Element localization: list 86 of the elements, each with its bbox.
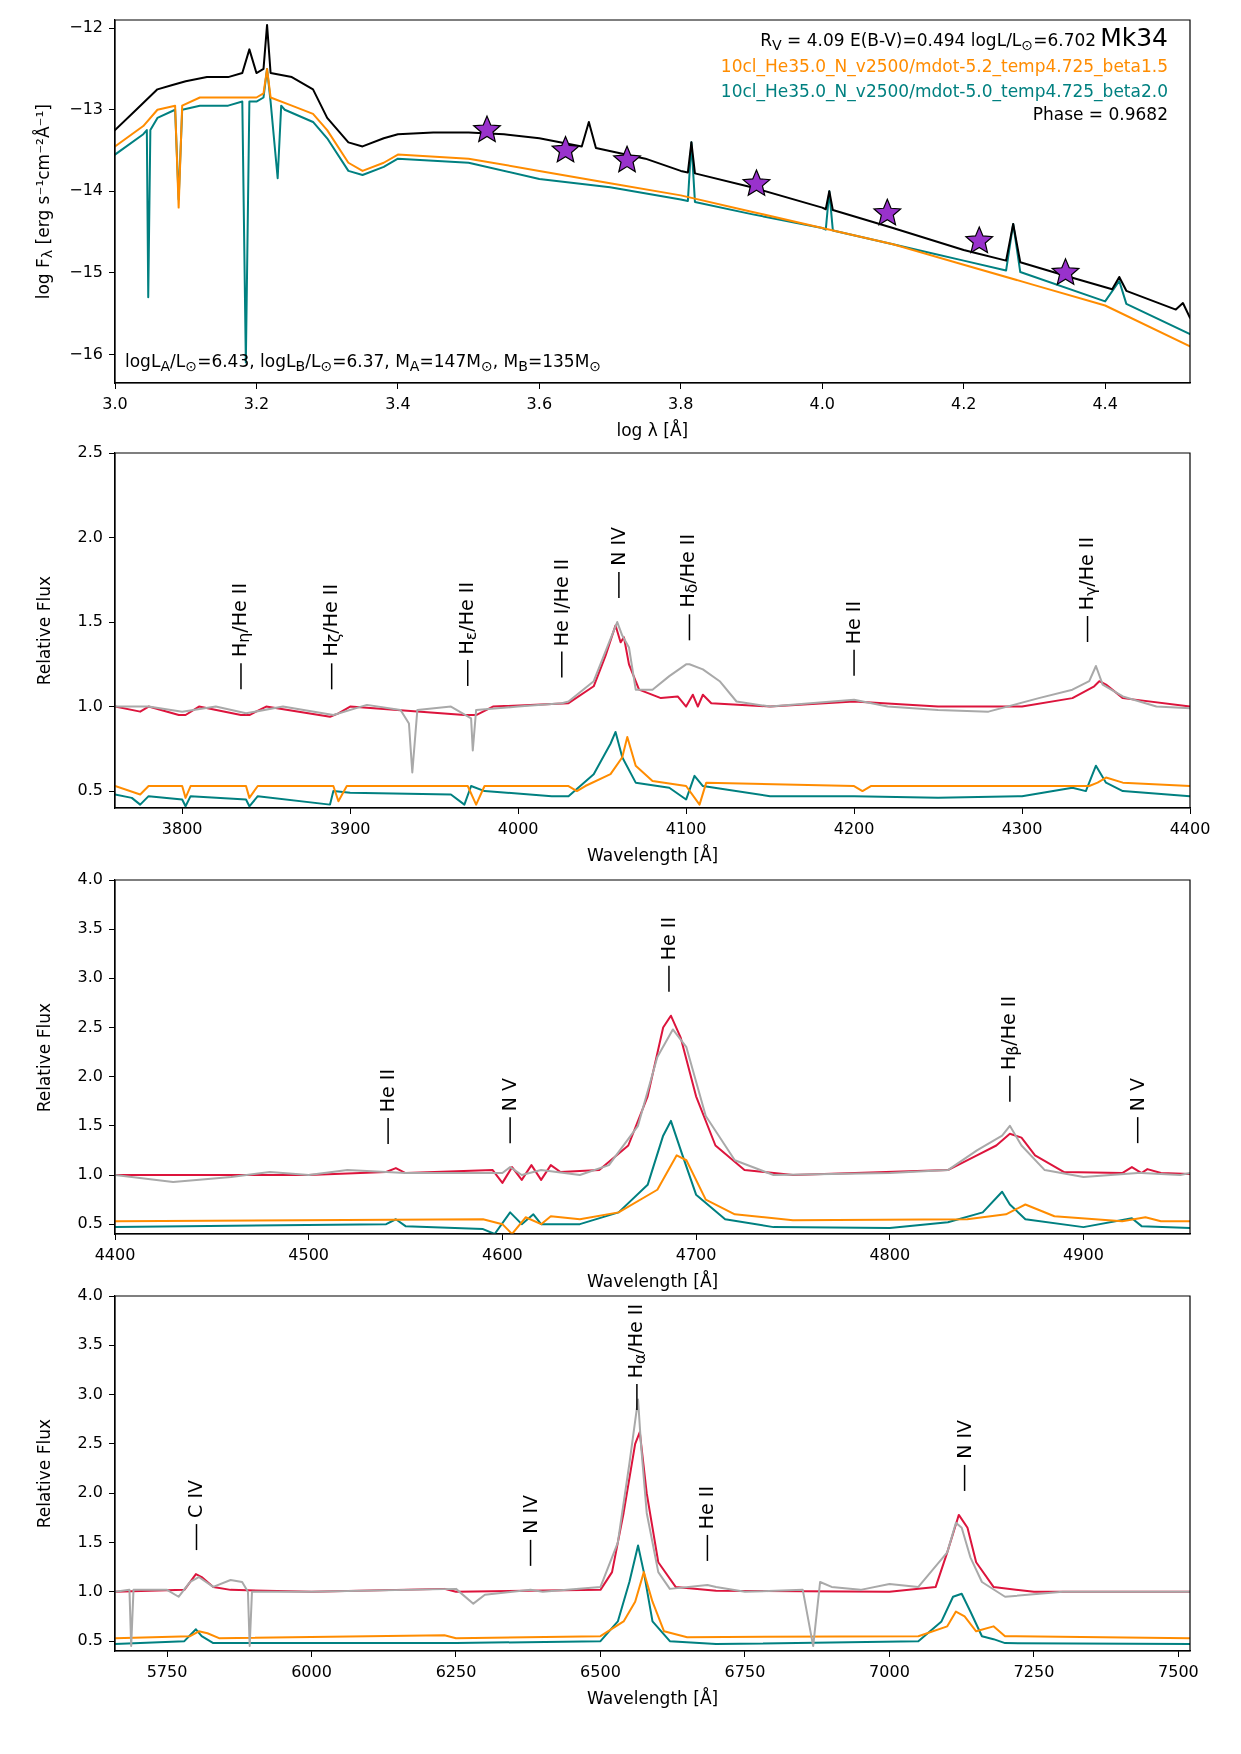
- y-tick-label: 0.5: [77, 1630, 103, 1650]
- y-tick-label: 1.5: [77, 1531, 103, 1551]
- x-tick-label: 4200: [833, 818, 875, 838]
- x-tick-label: 3.6: [526, 393, 553, 413]
- x-tick-label: 7500: [1158, 1661, 1199, 1681]
- annotation: Phase = 0.9682: [1032, 103, 1168, 125]
- y-tick-label: 2.0: [77, 526, 103, 546]
- text: 10cl_He35.0_N_v2500/mdot-5.2_temp4.725_beta1.5: [720, 55, 1168, 77]
- x-tick-label: 6250: [435, 1661, 477, 1681]
- annotation: N V: [498, 1078, 521, 1112]
- x-tick-label: 3.8: [668, 393, 694, 413]
- x-tick-label: 3.0: [102, 393, 128, 413]
- y-tick-label: 0.5: [77, 1213, 103, 1233]
- x-tick-label: 4800: [869, 1244, 911, 1264]
- x-tick-label: 4000: [497, 818, 539, 838]
- x-axis-title: Wavelength [Å]: [587, 1271, 719, 1292]
- point: [1051, 258, 1080, 285]
- y-tick-label: 1.5: [77, 1114, 103, 1134]
- y-tick-label: 3.5: [77, 918, 103, 938]
- x-tick-label: 4.4: [1092, 393, 1118, 413]
- y-axis-title: Relative Flux: [34, 1419, 55, 1529]
- annotation: He II: [842, 600, 865, 645]
- y-tick-label: −16: [69, 343, 103, 363]
- y-tick-label: −12: [69, 17, 103, 37]
- point: [742, 169, 771, 196]
- point: [473, 115, 501, 143]
- annotation: R$_{V}$ = 4.09 E(B-V)=0.494 logL/L$_{⊙}$=6.702: [760, 30, 1097, 54]
- y-tick-label: −14: [69, 180, 103, 200]
- y-tick-label: 0.5: [77, 780, 103, 800]
- y-axis-title: Relative Flux: [34, 576, 55, 686]
- x-tick-label: 3.4: [385, 393, 411, 413]
- annotation: N IV: [606, 527, 630, 566]
- x-tick-label: 4.2: [950, 393, 977, 413]
- y-tick-label: 2.5: [77, 442, 103, 462]
- x-axis-title: log λ [Å]: [616, 420, 689, 441]
- x-tick-label: 4400: [1169, 818, 1211, 838]
- x-tick-label: 4900: [1063, 1244, 1104, 1264]
- x-tick-label: 4.0: [809, 393, 835, 413]
- y-tick-label: 2.5: [77, 1433, 103, 1453]
- y-tick-label: 3.5: [77, 1334, 103, 1354]
- y-tick-label: 1.0: [77, 1580, 103, 1600]
- y-tick-label: 1.5: [77, 611, 103, 631]
- x-tick-label: 4500: [288, 1244, 330, 1264]
- annotation: He I/He II: [549, 558, 573, 646]
- annotation: He II: [656, 916, 680, 960]
- x-axis-title: Wavelength [Å]: [587, 1688, 719, 1709]
- x-tick-label: 5750: [146, 1661, 188, 1681]
- y-tick-label: 2.0: [77, 1482, 103, 1502]
- x-tick-label: 7250: [1013, 1661, 1055, 1681]
- y-tick-label: 2.0: [77, 1065, 103, 1085]
- point: [873, 198, 902, 226]
- annotation: N IV: [518, 1494, 542, 1534]
- x-tick-label: 4600: [482, 1244, 523, 1264]
- annotation: C IV: [184, 1480, 208, 1518]
- y-tick-label: 3.0: [77, 1383, 103, 1403]
- y-tick-label: 2.5: [77, 1016, 103, 1036]
- y-tick-label: 4.0: [77, 869, 103, 889]
- x-axis-title: Wavelength [Å]: [587, 845, 719, 866]
- x-tick-label: 4700: [675, 1244, 717, 1264]
- x-tick-label: 6000: [291, 1661, 332, 1681]
- annotation: Mk34: [1100, 23, 1168, 52]
- x-tick-label: 3.2: [243, 393, 270, 413]
- annotation: He II: [376, 1069, 399, 1113]
- annotation: He II: [695, 1485, 719, 1530]
- x-tick-label: 6500: [580, 1661, 621, 1681]
- x-tick-label: 6750: [724, 1661, 766, 1681]
- y-tick-label: −15: [69, 262, 103, 282]
- y-tick-label: 1.0: [77, 1164, 103, 1184]
- x-tick-label: 7000: [869, 1661, 910, 1681]
- text: 10cl_He35.0_N_v2500/mdot-5.0_temp4.725_beta2.0: [720, 81, 1168, 102]
- y-tick-label: 3.0: [77, 967, 103, 987]
- text: logL$_{A}$/L$_{⊙}$=6.43, logL$_{B}$/L$_{⊙}$=6.37, M$_{A}$=147M$_{⊙}$, M$_{B}$=135M$_{⊙}$: [125, 351, 602, 375]
- point: [551, 135, 580, 163]
- y-tick-label: 1.0: [77, 695, 103, 715]
- x-tick-label: 4400: [94, 1244, 136, 1264]
- x-tick-label: 3800: [161, 818, 203, 838]
- y-tick-label: 4.0: [77, 1285, 103, 1305]
- y-axis-title: Relative Flux: [34, 1002, 55, 1112]
- x-tick-label: 3900: [329, 818, 371, 838]
- point: [613, 145, 641, 173]
- annotation: N IV: [952, 1419, 976, 1459]
- annotation: N V: [1125, 1078, 1149, 1112]
- y-tick-label: −13: [69, 98, 103, 118]
- x-tick-label: 4300: [1001, 818, 1043, 838]
- x-tick-label: 4100: [665, 818, 707, 838]
- point: [965, 226, 994, 253]
